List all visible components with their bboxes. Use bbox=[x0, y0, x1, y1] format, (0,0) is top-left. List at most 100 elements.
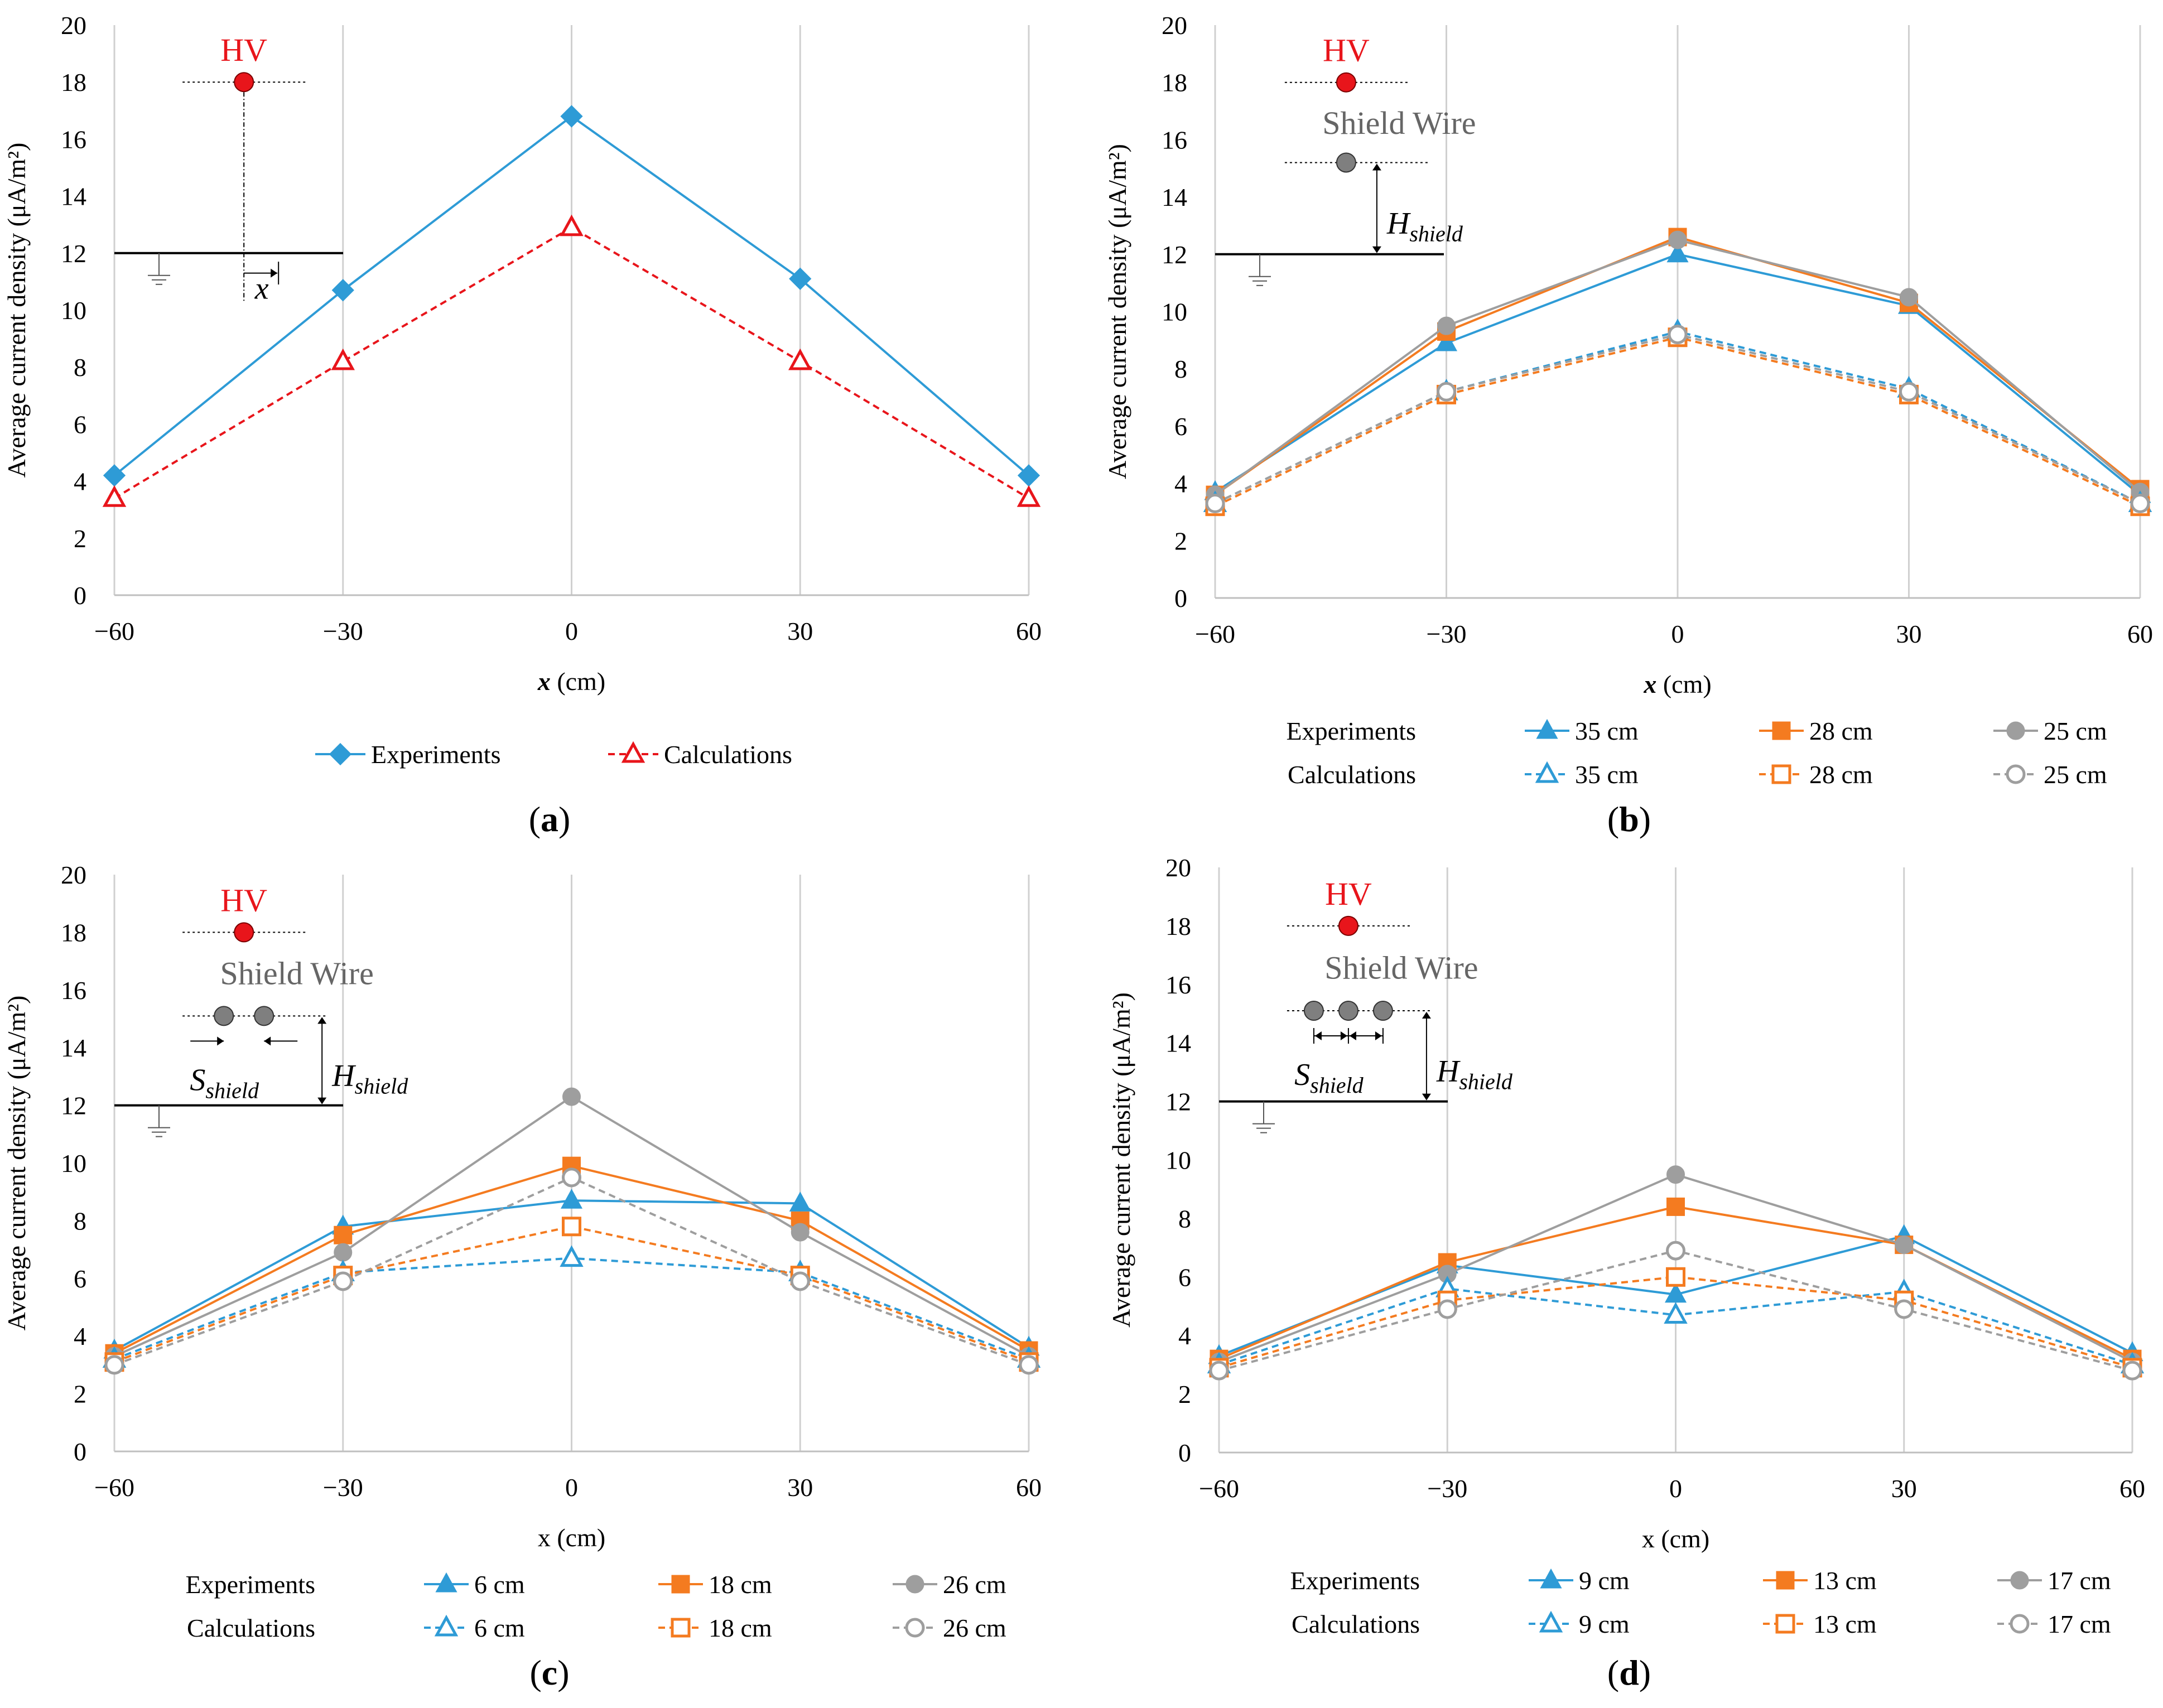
panel-label-open: ( bbox=[529, 1653, 541, 1692]
y-axis-title: Average current density (μA/m²) bbox=[2, 143, 31, 478]
legend-label: Experiments bbox=[371, 740, 501, 769]
hv-conductor-icon bbox=[1336, 72, 1356, 93]
data-point bbox=[1664, 1302, 1688, 1324]
y-tick-label: 16 bbox=[61, 125, 86, 153]
y-axis-title: Average current density (μA/m²) bbox=[2, 996, 31, 1331]
h-shield-sub: shield bbox=[355, 1073, 409, 1098]
data-point bbox=[560, 1189, 583, 1209]
panel-label-close: ) bbox=[558, 799, 570, 839]
shield-wire-icon bbox=[1372, 1001, 1393, 1021]
y-tick-label: 2 bbox=[74, 524, 86, 553]
panel-label: (b) bbox=[1607, 799, 1651, 839]
legend-marker bbox=[1775, 1614, 1795, 1634]
h-shield-arrow-head bbox=[317, 1017, 327, 1024]
legend-marker bbox=[1536, 718, 1558, 739]
panel-label-letter: c bbox=[542, 1653, 557, 1692]
legend-row-label: Experiments bbox=[186, 1570, 316, 1599]
shield-wire-label: Shield Wire bbox=[1322, 105, 1476, 141]
legend-label: 35 cm bbox=[1575, 760, 1639, 789]
x-tick-label: 0 bbox=[1669, 1474, 1682, 1503]
x-tick-label: 0 bbox=[565, 617, 578, 645]
series-line bbox=[1218, 1276, 2133, 1369]
legend-marker bbox=[2010, 1571, 2029, 1590]
legend-label: 9 cm bbox=[1579, 1610, 1630, 1638]
data-point bbox=[2130, 494, 2150, 514]
y-tick-label: 16 bbox=[61, 976, 86, 1005]
data-point bbox=[1019, 1355, 1039, 1375]
x-tick-label: 60 bbox=[1016, 1473, 1042, 1502]
s-shield-arrow-head bbox=[264, 1036, 271, 1046]
panel-label-close: ) bbox=[1639, 799, 1651, 839]
y-tick-label: 4 bbox=[74, 1322, 86, 1350]
x-tick-label: 0 bbox=[1671, 620, 1684, 648]
panel-label-open: ( bbox=[1607, 1653, 1619, 1692]
y-tick-label: 12 bbox=[61, 239, 86, 268]
h-shield-arrow-head bbox=[317, 1097, 327, 1104]
data-point bbox=[790, 1271, 810, 1291]
x-axis-unit: (cm) bbox=[1656, 670, 1711, 698]
y-tick-label: 2 bbox=[1178, 1380, 1191, 1408]
x-axis-title: x (cm) bbox=[1643, 670, 1711, 698]
series-line bbox=[113, 226, 1030, 499]
x-axis-var: x bbox=[1642, 1524, 1655, 1553]
s-shield-main: S bbox=[190, 1063, 205, 1097]
h-shield-arrow-head bbox=[1372, 163, 1381, 171]
hv-label: HV bbox=[220, 32, 267, 68]
y-tick-label: 6 bbox=[74, 410, 86, 438]
x-tick-label: 30 bbox=[787, 617, 813, 645]
data-point bbox=[1017, 485, 1041, 507]
y-tick-label: 14 bbox=[1165, 1029, 1191, 1058]
s-shield-label: Sshield bbox=[190, 1063, 259, 1103]
panel-label: (a) bbox=[529, 799, 571, 839]
data-point bbox=[1666, 1241, 1685, 1261]
data-point bbox=[789, 267, 812, 290]
legend-marker bbox=[434, 1614, 459, 1637]
data-point bbox=[102, 485, 127, 507]
hv-label: HV bbox=[1323, 32, 1370, 69]
data-point bbox=[562, 1167, 581, 1188]
legend-label: 13 cm bbox=[1813, 1566, 1877, 1595]
x-tick-label: 30 bbox=[1891, 1474, 1917, 1503]
h-shield-arrow-head bbox=[1372, 246, 1381, 253]
x-tick-label: 60 bbox=[1016, 617, 1042, 645]
series-line bbox=[114, 1225, 1029, 1363]
h-shield-label: Hshield bbox=[1436, 1054, 1513, 1094]
legend-marker bbox=[905, 1575, 924, 1594]
x-axis-title: x (cm) bbox=[538, 1523, 605, 1552]
data-point bbox=[1899, 382, 1919, 402]
data-point bbox=[1664, 1282, 1687, 1303]
y-tick-label: 14 bbox=[1162, 183, 1187, 211]
y-tick-label: 18 bbox=[61, 68, 86, 97]
legend-marker bbox=[329, 742, 352, 766]
y-tick-label: 18 bbox=[61, 918, 86, 947]
panel-a: 0 2 4 6 8 10 12 14 16 18 20 −60 −30 0 30 60 Average curr… bbox=[2, 11, 1042, 839]
h-shield-main: H bbox=[331, 1058, 356, 1093]
x-tick-label: −30 bbox=[323, 617, 363, 645]
legend-row-label: Experiments bbox=[1290, 1566, 1420, 1595]
data-point bbox=[791, 1223, 810, 1242]
data-point bbox=[334, 1243, 353, 1262]
y-tick-label: 10 bbox=[61, 1149, 86, 1178]
data-point bbox=[331, 348, 355, 370]
y-tick-label: 18 bbox=[1165, 912, 1191, 940]
panel-label-letter: a bbox=[541, 799, 558, 839]
panel-c: 0 2 4 6 8 10 12 14 16 18 20 −60 −30 0 30 60 Average curr… bbox=[2, 861, 1042, 1692]
x-tick-label: 0 bbox=[565, 1473, 578, 1502]
x-tick-label: −60 bbox=[94, 1473, 134, 1502]
s-shield-arrow-head bbox=[1375, 1031, 1382, 1041]
h-shield-main: H bbox=[1436, 1054, 1461, 1088]
legend-marker bbox=[1772, 721, 1791, 740]
y-tick-label: 0 bbox=[74, 581, 86, 610]
panel-label-letter: d bbox=[1619, 1653, 1639, 1692]
hv-label: HV bbox=[220, 882, 267, 918]
y-tick-label: 4 bbox=[74, 467, 86, 496]
x-axis-var: x bbox=[537, 667, 551, 696]
legend-label: 17 cm bbox=[2048, 1566, 2111, 1595]
data-point bbox=[1209, 1360, 1229, 1381]
y-tick-label: 8 bbox=[1178, 1204, 1191, 1233]
y-tick-label: 16 bbox=[1162, 126, 1187, 154]
x-axis-var: x bbox=[538, 1523, 551, 1552]
h-shield-arrow-head bbox=[1422, 1012, 1431, 1019]
x-tick-label: −60 bbox=[1195, 620, 1235, 648]
legend-row-label: Calculations bbox=[1292, 1610, 1420, 1638]
